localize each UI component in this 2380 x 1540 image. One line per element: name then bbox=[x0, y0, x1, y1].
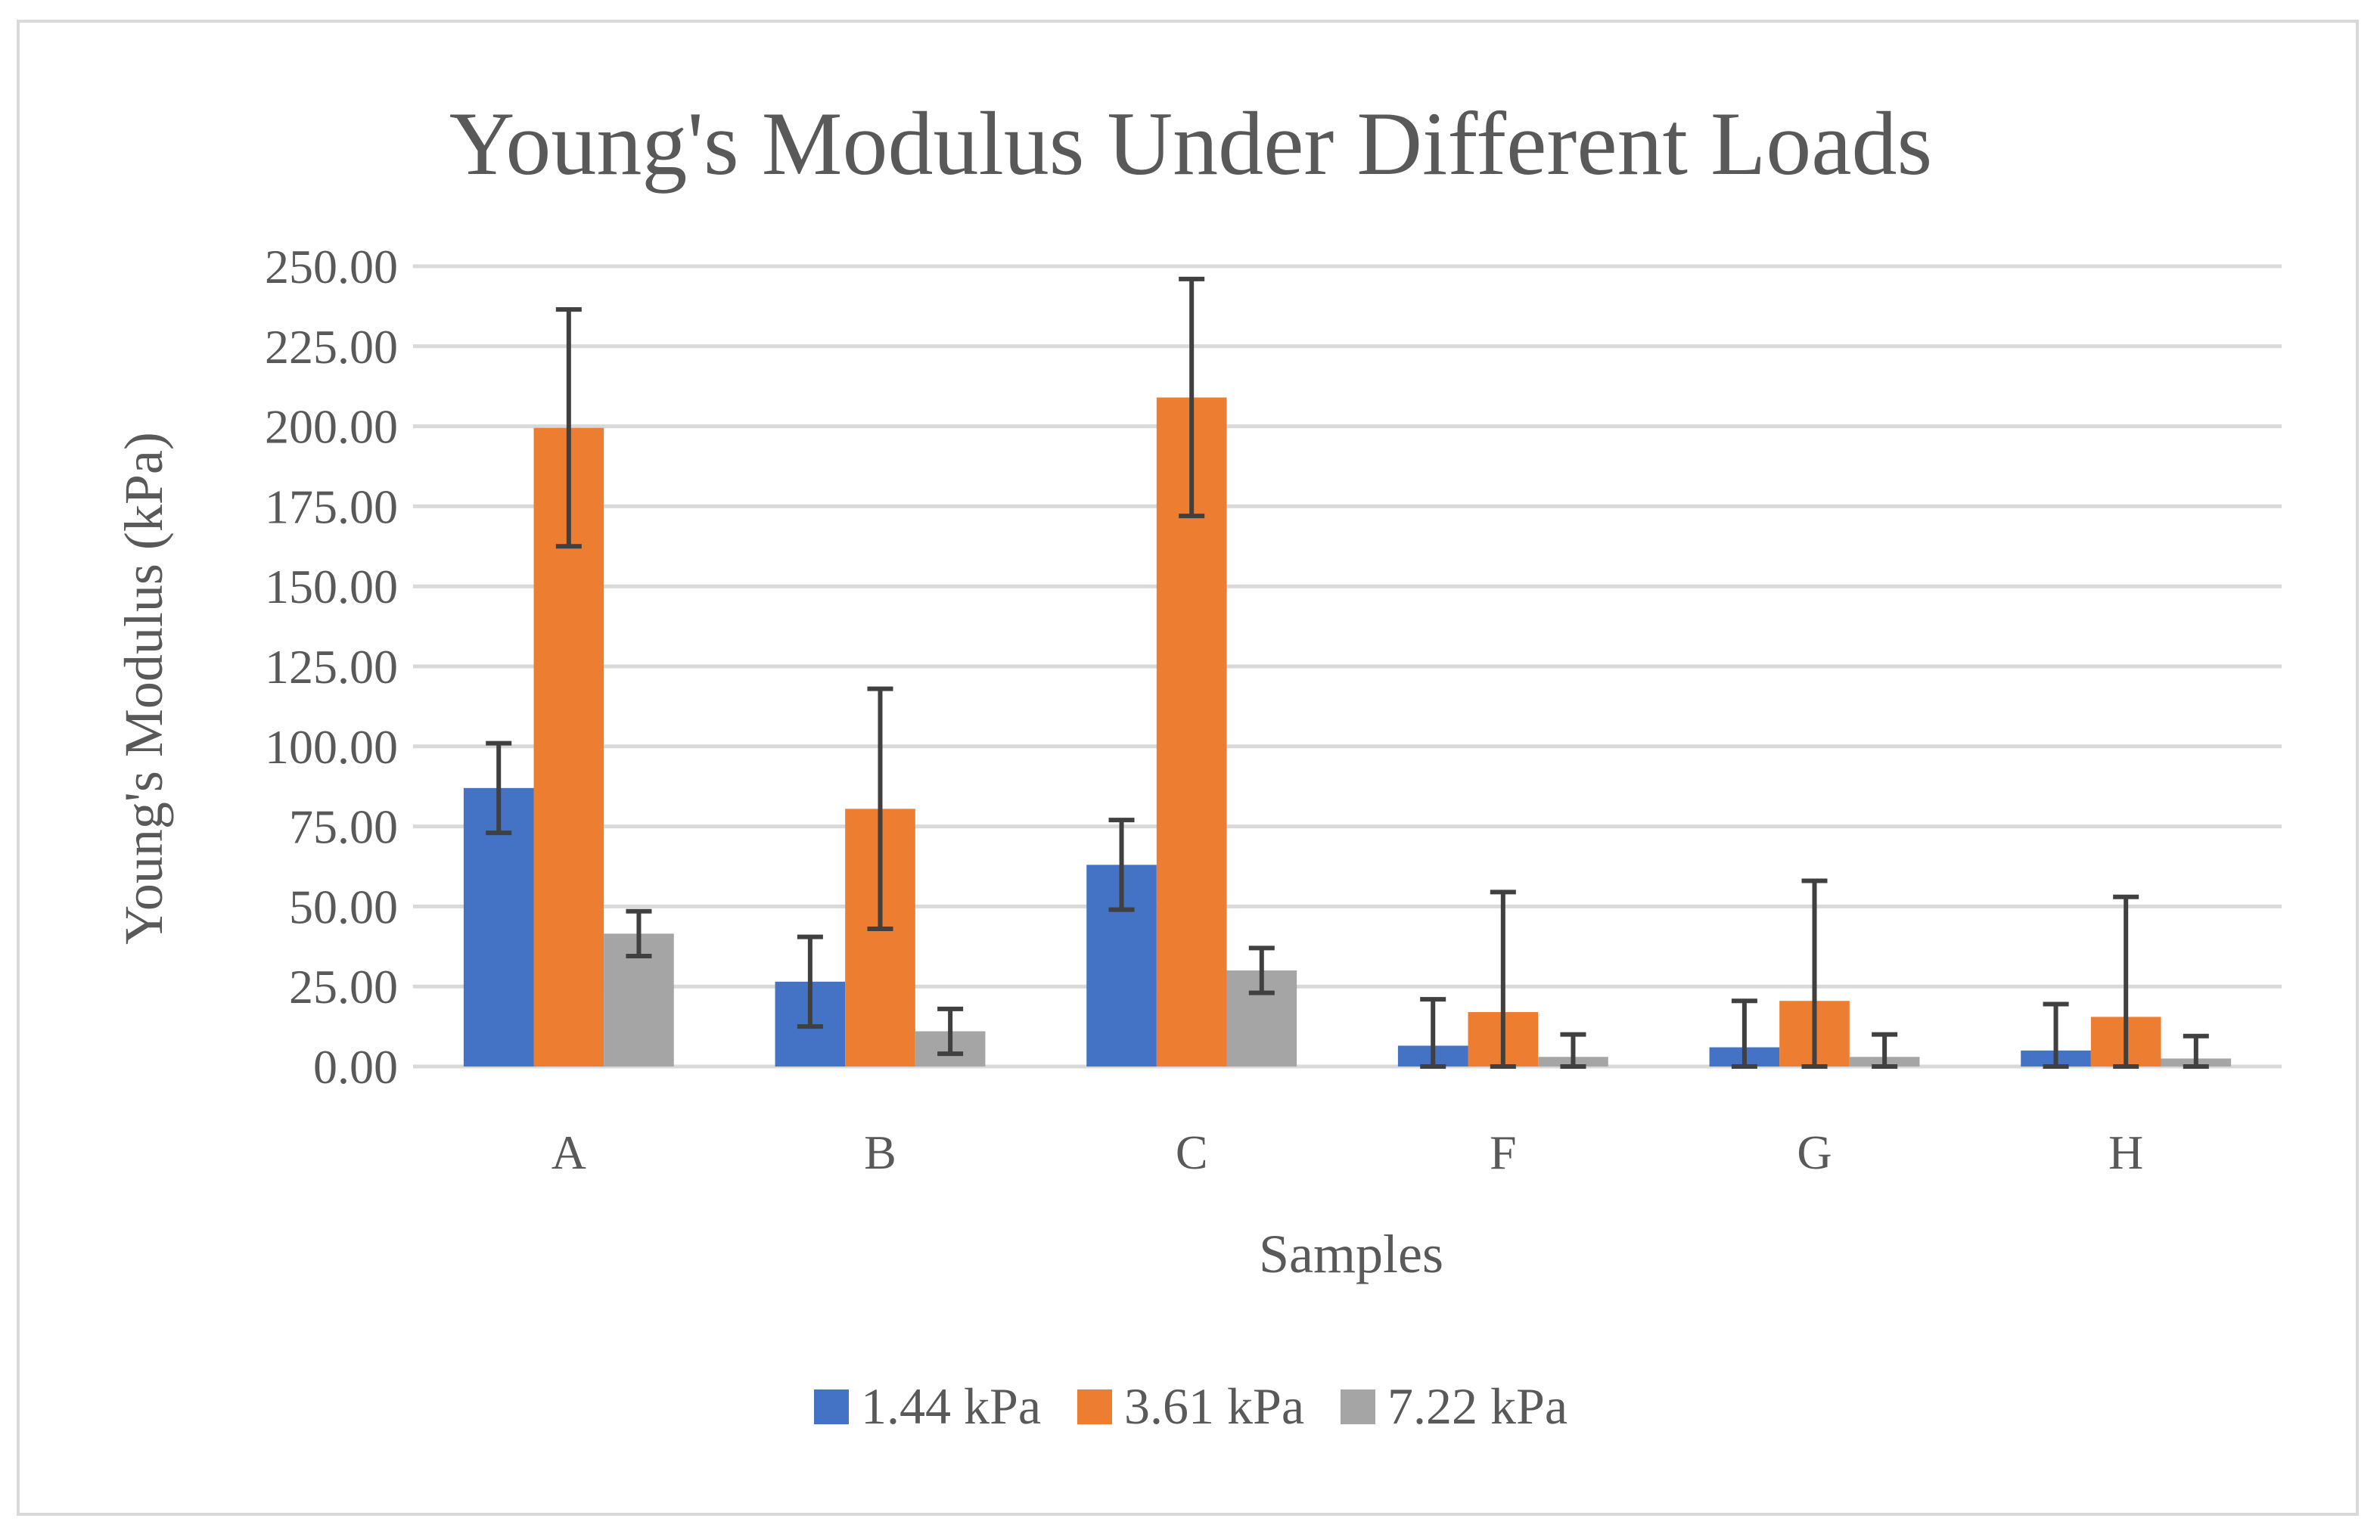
error-bar-G-series-2 bbox=[1801, 878, 1828, 1069]
error-bar-F-series-1 bbox=[1420, 997, 1446, 1069]
error-bar-A-series-3 bbox=[626, 908, 652, 958]
y-tick-label: 250.00 bbox=[265, 240, 398, 293]
chart-title: Young's Modulus Under Different Loads bbox=[449, 93, 1932, 194]
error-bar-H-series-3 bbox=[2183, 1033, 2209, 1069]
gridlines bbox=[413, 264, 2282, 1069]
chart-canvas: Young's Modulus Under Different Loads 0.… bbox=[113, 93, 2282, 1435]
x-tick-label: F bbox=[1490, 1126, 1517, 1179]
y-tick-label: 175.00 bbox=[265, 480, 398, 533]
error-bar-C-series-2 bbox=[1179, 276, 1205, 519]
error-bars bbox=[486, 276, 2209, 1069]
y-tick-label: 75.00 bbox=[289, 800, 398, 854]
x-tick-label: G bbox=[1797, 1126, 1832, 1179]
error-bar-B-series-3 bbox=[937, 1006, 964, 1057]
legend-swatch-series-2 bbox=[1077, 1389, 1112, 1424]
legend-label-series-2: 3.61 kPa bbox=[1124, 1377, 1304, 1435]
y-axis-title: Young's Modulus (kPa) bbox=[113, 432, 174, 945]
error-bar-F-series-2 bbox=[1490, 890, 1516, 1069]
bars bbox=[463, 397, 2232, 1067]
y-tick-label: 25.00 bbox=[289, 960, 398, 1014]
error-bar-C-series-3 bbox=[1248, 945, 1275, 995]
legend-label-series-3: 7.22 kPa bbox=[1387, 1377, 1568, 1435]
error-bar-H-series-2 bbox=[2113, 894, 2139, 1069]
error-bar-F-series-3 bbox=[1560, 1032, 1586, 1069]
error-bar-C-series-1 bbox=[1108, 818, 1135, 912]
y-tick-label: 125.00 bbox=[265, 640, 398, 694]
y-tick-label: 50.00 bbox=[289, 880, 398, 933]
x-tick-label: H bbox=[2108, 1126, 2143, 1179]
legend-swatch-series-3 bbox=[1341, 1389, 1375, 1424]
error-bar-G-series-1 bbox=[1731, 998, 1757, 1069]
error-bar-B-series-1 bbox=[797, 934, 823, 1029]
error-bar-G-series-3 bbox=[1872, 1032, 1898, 1069]
error-bar-A-series-2 bbox=[555, 307, 582, 549]
chart-frame: Young's Modulus Under Different Loads 0.… bbox=[17, 20, 2359, 1516]
y-tick-label: 225.00 bbox=[265, 320, 398, 374]
error-bar-H-series-1 bbox=[2043, 1001, 2069, 1069]
y-tick-label: 200.00 bbox=[265, 400, 398, 454]
error-bar-A-series-1 bbox=[486, 741, 512, 836]
y-tick-label: 0.00 bbox=[313, 1040, 398, 1094]
legend-swatch-series-1 bbox=[814, 1389, 849, 1424]
error-bar-B-series-2 bbox=[867, 686, 893, 932]
y-tick-label: 100.00 bbox=[265, 720, 398, 774]
legend: 1.44 kPa 3.61 kPa 7.22 kPa bbox=[814, 1377, 1568, 1435]
legend-label-series-1: 1.44 kPa bbox=[861, 1377, 1041, 1435]
x-tick-label: A bbox=[552, 1126, 586, 1179]
x-tick-label: B bbox=[864, 1126, 896, 1179]
x-axis-title: Samples bbox=[1259, 1224, 1443, 1284]
y-axis-ticks: 0.00 25.00 50.00 75.00 100.00 125.00 150.00 175… bbox=[265, 240, 398, 1094]
x-tick-label: C bbox=[1176, 1126, 1208, 1179]
y-tick-label: 150.00 bbox=[265, 560, 398, 613]
